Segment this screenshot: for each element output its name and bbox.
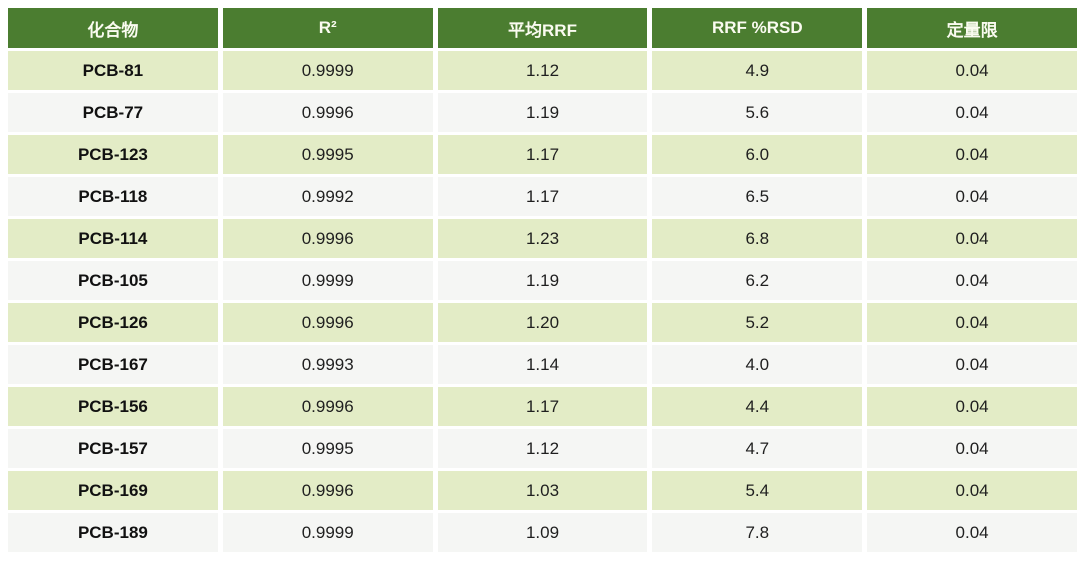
table-row: PCB-156 0.9996 1.17 4.4 0.04 [8, 387, 1077, 426]
compound-cell: PCB-126 [8, 303, 218, 342]
value-cell: 0.9996 [222, 471, 433, 510]
value-cell: 1.19 [437, 261, 648, 300]
value-cell: 0.04 [867, 261, 1077, 300]
compound-cell: PCB-118 [8, 177, 218, 216]
value-cell: 1.17 [437, 135, 648, 174]
compound-cell: PCB-81 [8, 51, 218, 90]
value-cell: 0.9996 [222, 93, 433, 132]
value-cell: 4.4 [652, 387, 863, 426]
table-row: PCB-167 0.9993 1.14 4.0 0.04 [8, 345, 1077, 384]
value-cell: 1.20 [437, 303, 648, 342]
table-row: PCB-77 0.9996 1.19 5.6 0.04 [8, 93, 1077, 132]
value-cell: 1.12 [437, 429, 648, 468]
value-cell: 7.8 [652, 513, 863, 552]
value-cell: 0.04 [867, 471, 1077, 510]
value-cell: 0.04 [867, 429, 1077, 468]
value-cell: 0.9999 [222, 261, 433, 300]
value-cell: 0.9996 [222, 387, 433, 426]
value-cell: 0.04 [867, 345, 1077, 384]
table-row: PCB-81 0.9999 1.12 4.9 0.04 [8, 51, 1077, 90]
value-cell: 0.04 [867, 219, 1077, 258]
pcb-calibration-table: 化合物 R² 平均RRF RRF %RSD 定量限 PCB-81 0.9999 1.12 4.… [3, 5, 1082, 555]
table-row: PCB-105 0.9999 1.19 6.2 0.04 [8, 261, 1077, 300]
table-row: PCB-114 0.9996 1.23 6.8 0.04 [8, 219, 1077, 258]
table-row: PCB-169 0.9996 1.03 5.4 0.04 [8, 471, 1077, 510]
table-row: PCB-157 0.9995 1.12 4.7 0.04 [8, 429, 1077, 468]
value-cell: 5.6 [652, 93, 863, 132]
compound-cell: PCB-123 [8, 135, 218, 174]
value-cell: 6.2 [652, 261, 863, 300]
compound-cell: PCB-189 [8, 513, 218, 552]
value-cell: 0.04 [867, 177, 1077, 216]
value-cell: 1.03 [437, 471, 648, 510]
value-cell: 0.04 [867, 513, 1077, 552]
table-header: 化合物 R² 平均RRF RRF %RSD 定量限 [8, 8, 1077, 48]
value-cell: 0.9995 [222, 429, 433, 468]
table-body: PCB-81 0.9999 1.12 4.9 0.04 PCB-77 0.9996 1.19 5… [8, 51, 1077, 552]
value-cell: 0.04 [867, 135, 1077, 174]
value-cell: 1.12 [437, 51, 648, 90]
compound-cell: PCB-157 [8, 429, 218, 468]
compound-cell: PCB-167 [8, 345, 218, 384]
compound-cell: PCB-77 [8, 93, 218, 132]
value-cell: 6.0 [652, 135, 863, 174]
column-header-loq: 定量限 [867, 8, 1077, 48]
table-row: PCB-189 0.9999 1.09 7.8 0.04 [8, 513, 1077, 552]
header-row: 化合物 R² 平均RRF RRF %RSD 定量限 [8, 8, 1077, 48]
compound-cell: PCB-105 [8, 261, 218, 300]
table-row: PCB-123 0.9995 1.17 6.0 0.04 [8, 135, 1077, 174]
value-cell: 1.17 [437, 387, 648, 426]
column-header-r2: R² [222, 8, 433, 48]
value-cell: 1.14 [437, 345, 648, 384]
value-cell: 6.5 [652, 177, 863, 216]
value-cell: 6.8 [652, 219, 863, 258]
value-cell: 0.9999 [222, 513, 433, 552]
value-cell: 0.04 [867, 51, 1077, 90]
compound-cell: PCB-114 [8, 219, 218, 258]
value-cell: 1.23 [437, 219, 648, 258]
value-cell: 0.04 [867, 387, 1077, 426]
value-cell: 0.9993 [222, 345, 433, 384]
compound-cell: PCB-169 [8, 471, 218, 510]
value-cell: 0.9999 [222, 51, 433, 90]
value-cell: 0.9996 [222, 219, 433, 258]
value-cell: 0.9992 [222, 177, 433, 216]
compound-cell: PCB-156 [8, 387, 218, 426]
value-cell: 4.9 [652, 51, 863, 90]
value-cell: 1.09 [437, 513, 648, 552]
table-row: PCB-118 0.9992 1.17 6.5 0.04 [8, 177, 1077, 216]
value-cell: 0.9996 [222, 303, 433, 342]
value-cell: 0.04 [867, 303, 1077, 342]
value-cell: 1.17 [437, 177, 648, 216]
table-row: PCB-126 0.9996 1.20 5.2 0.04 [8, 303, 1077, 342]
value-cell: 4.7 [652, 429, 863, 468]
value-cell: 0.9995 [222, 135, 433, 174]
column-header-rrf-rsd: RRF %RSD [652, 8, 863, 48]
value-cell: 4.0 [652, 345, 863, 384]
value-cell: 1.19 [437, 93, 648, 132]
column-header-compound: 化合物 [8, 8, 218, 48]
value-cell: 5.4 [652, 471, 863, 510]
value-cell: 5.2 [652, 303, 863, 342]
value-cell: 0.04 [867, 93, 1077, 132]
column-header-avg-rrf: 平均RRF [437, 8, 648, 48]
